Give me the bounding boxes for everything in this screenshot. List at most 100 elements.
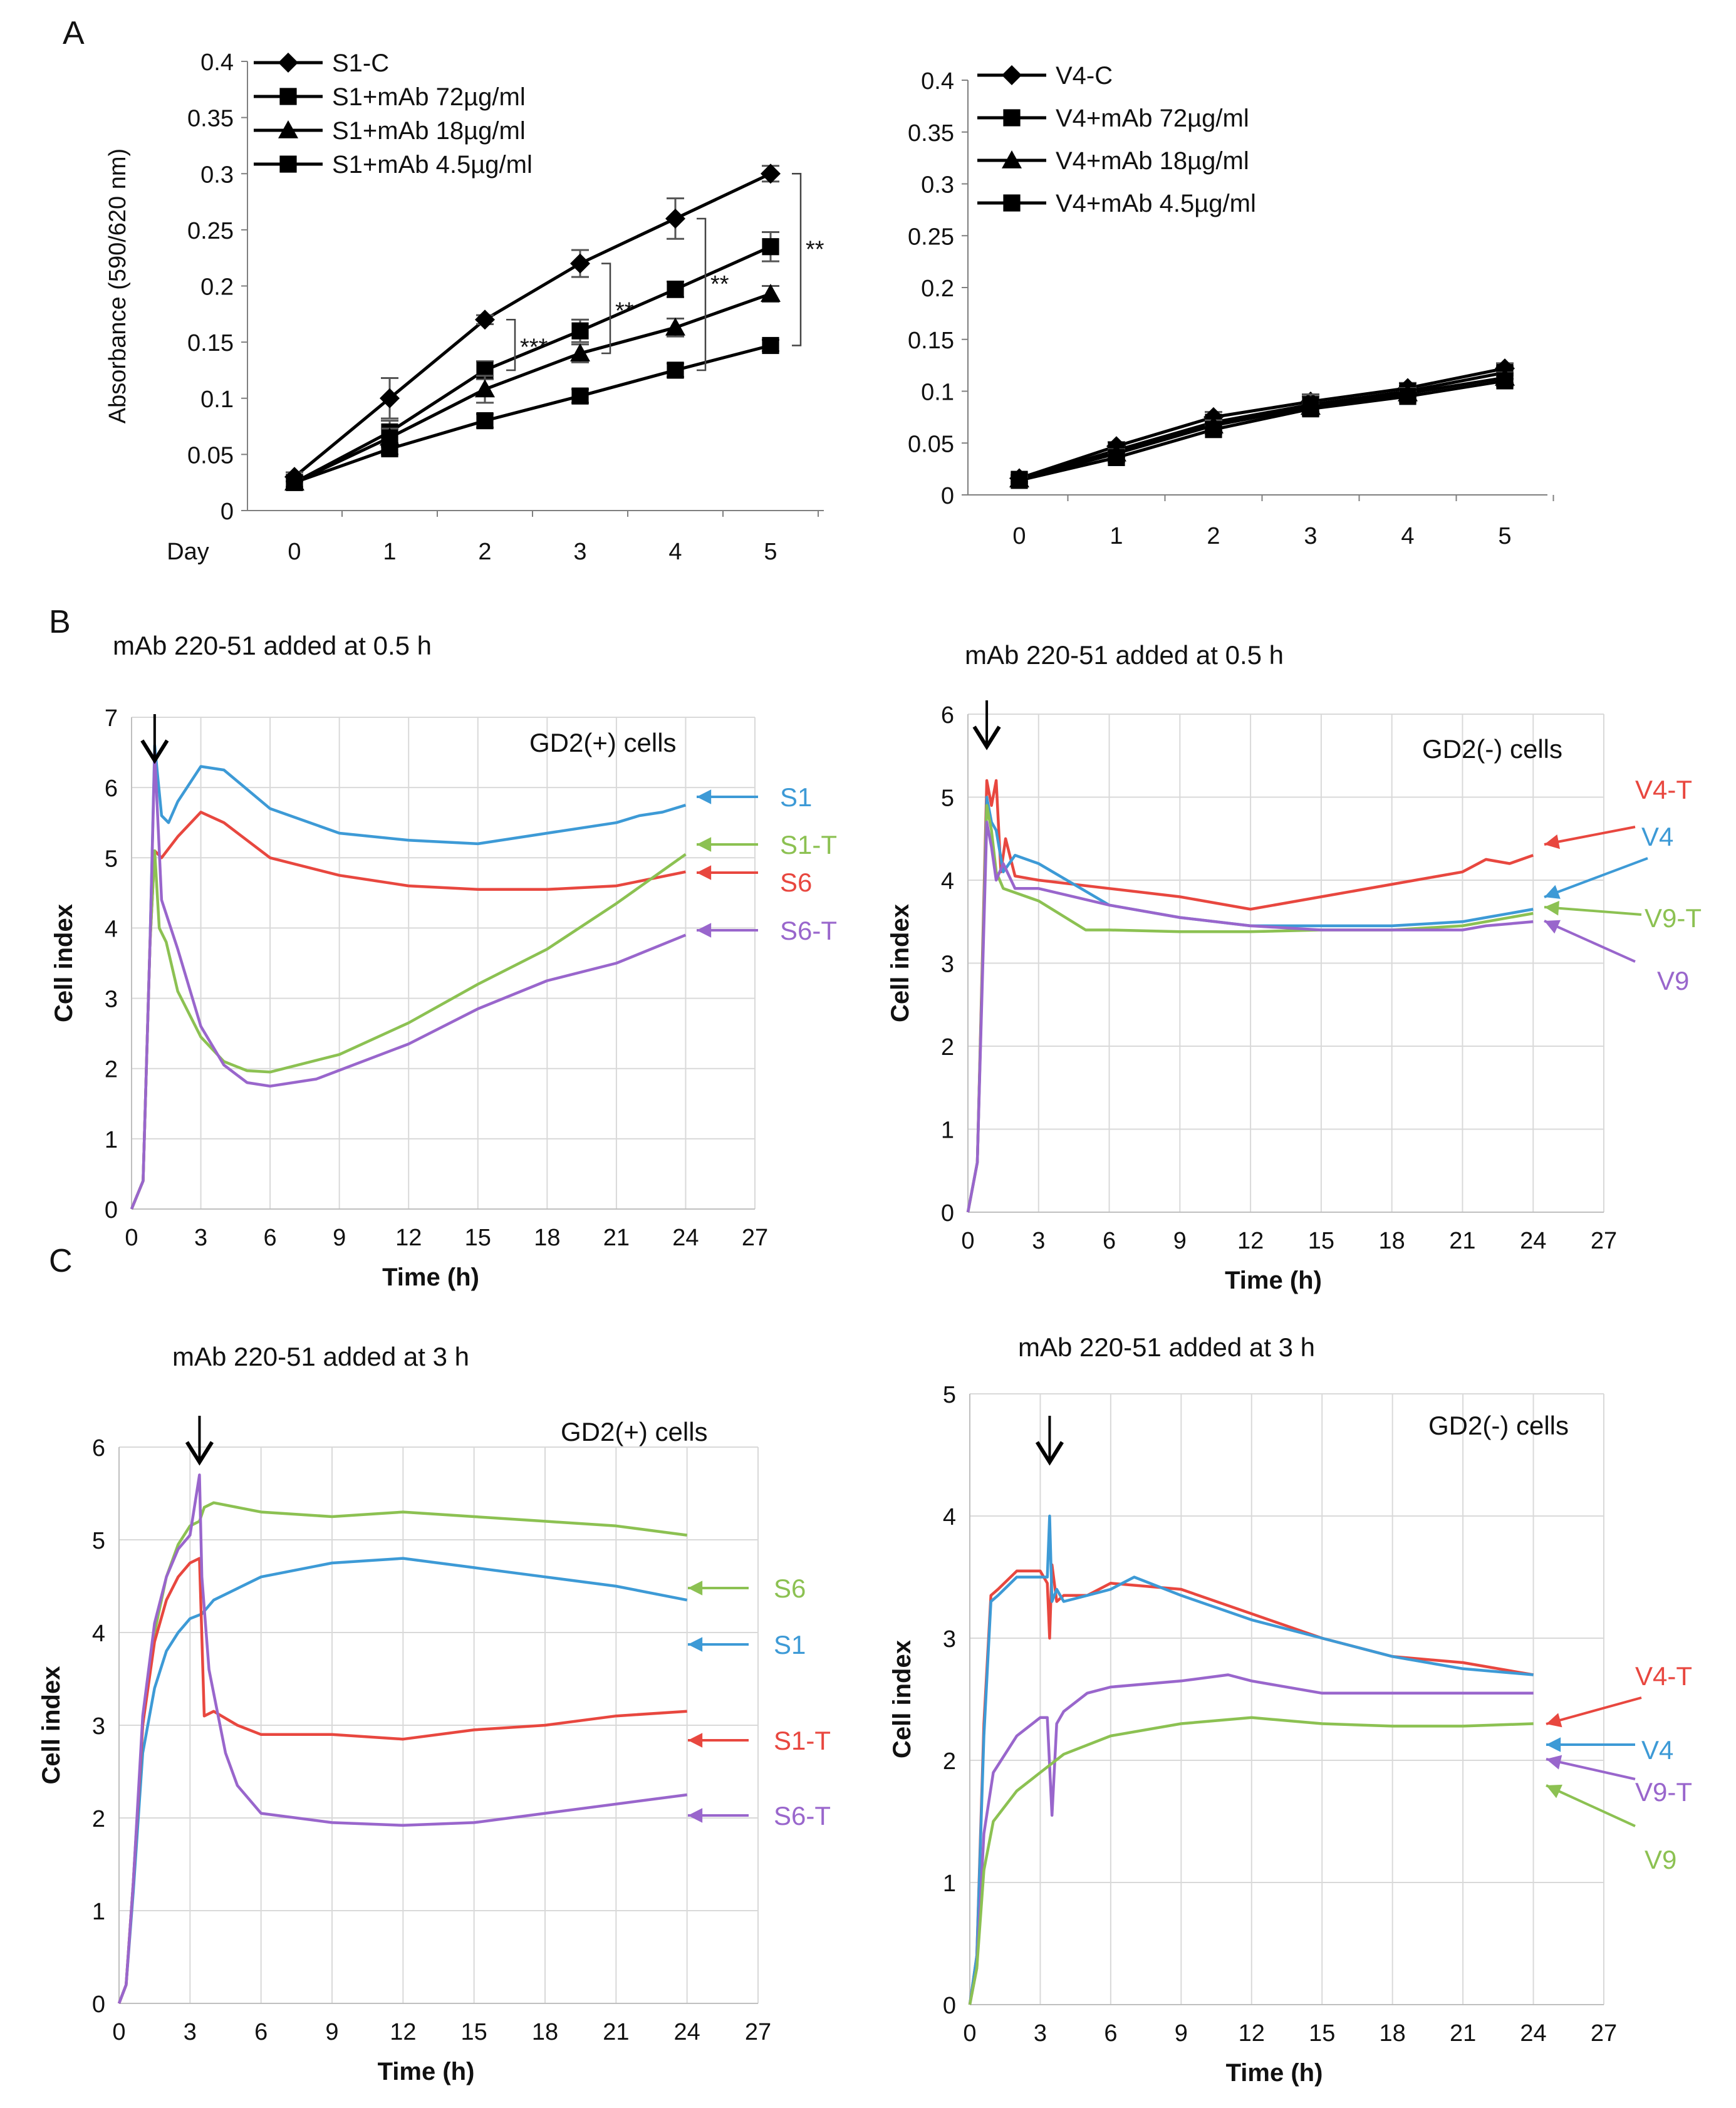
- x-tick-label: 3: [573, 539, 586, 565]
- y-tick-label: 1: [941, 1118, 954, 1144]
- end-label-arrowhead: [1544, 901, 1560, 916]
- data-point-1: [571, 322, 589, 340]
- end-label-arrowhead: [1544, 885, 1561, 899]
- end-label-arrow: [1546, 1758, 1636, 1780]
- x-tick-label: 6: [254, 2019, 268, 2045]
- data-point-3: [1205, 421, 1222, 439]
- x-axis-title: Time (h): [378, 2058, 475, 2085]
- grid-layer: [119, 714, 1604, 2005]
- data-point-0: [570, 253, 590, 274]
- y-tick-label: 0: [92, 1991, 105, 2018]
- series-line-v4: [968, 1514, 1534, 2005]
- addition-arrow-head: [972, 725, 1001, 750]
- y-tick-label: 6: [92, 1435, 105, 1462]
- y-tick-label: 5: [941, 786, 954, 812]
- x-tick-label: 18: [1379, 1228, 1405, 1254]
- data-point-3: [1496, 372, 1514, 390]
- x-tick-label: 4: [668, 539, 682, 565]
- end-label-arrowhead: [1544, 834, 1560, 849]
- x-tick-label: 24: [1520, 2020, 1546, 2047]
- x-tick-label: 9: [1175, 2020, 1188, 2047]
- chart-subtitle: GD2(-) cells: [1428, 1411, 1569, 1440]
- data-point-1: [762, 238, 779, 256]
- x-tick-label: 27: [1591, 1228, 1617, 1254]
- y-tick-label: 5: [943, 1382, 956, 1408]
- x-tick-label: 5: [1498, 523, 1511, 549]
- significance-label: ***: [520, 335, 548, 361]
- end-label-arrowhead: [688, 1808, 703, 1823]
- significance-bracket: [601, 262, 611, 355]
- y-tick-label: 0.3: [921, 172, 954, 199]
- end-label: V9: [1645, 1845, 1676, 1874]
- chart-title: mAb 220-51 added at 0.5 h: [113, 631, 432, 660]
- significance-bracket: [506, 319, 516, 371]
- x-tick-label: 15: [1308, 1228, 1334, 1254]
- data-point-3: [1399, 388, 1416, 405]
- series-line-v9-t: [968, 1673, 1534, 2005]
- series-line-v9: [968, 1716, 1534, 2005]
- y-axis-title: Cell index: [888, 1640, 916, 1758]
- data-point-1: [667, 281, 684, 298]
- end-label-arrow: [1546, 1696, 1642, 1725]
- x-tick-label: 21: [603, 2019, 629, 2045]
- end-label: V4: [1641, 822, 1673, 851]
- end-label: S1-T: [780, 830, 837, 859]
- x-tick-label: 0: [961, 1228, 974, 1254]
- x-tick-label: 24: [674, 2019, 700, 2045]
- y-tick-label: 0.1: [921, 380, 954, 406]
- data-point-3: [667, 361, 684, 379]
- x-tick-label: 4: [1401, 523, 1414, 549]
- x-tick-label: 1: [1110, 523, 1123, 549]
- x-tick-label: 18: [1380, 2020, 1406, 2047]
- series-line-v4: [966, 796, 1534, 1213]
- x-tick-label: 5: [764, 539, 777, 565]
- x-tick-label: 3: [184, 2019, 197, 2045]
- y-tick-label: 3: [943, 1626, 956, 1653]
- y-tick-label: 0.15: [187, 330, 234, 356]
- y-tick-label: 4: [105, 916, 118, 942]
- series-line-2: [293, 292, 771, 484]
- end-label-arrowhead: [1546, 1737, 1561, 1752]
- addition-arrow-head: [1035, 1441, 1064, 1466]
- x-tick-label: 6: [264, 1225, 277, 1251]
- y-tick-label: 0: [943, 1993, 956, 2019]
- y-tick-label: 0.05: [187, 442, 234, 469]
- end-label-arrow: [1546, 1784, 1636, 1827]
- y-tick-label: 0: [941, 483, 954, 509]
- y-tick-label: 2: [105, 1057, 118, 1083]
- x-tick-label: 15: [461, 2019, 487, 2045]
- end-label-arrowhead: [1546, 1784, 1562, 1799]
- data-point-0: [665, 208, 685, 229]
- data-point-0: [380, 388, 400, 408]
- x-tick-label: 12: [395, 1225, 422, 1251]
- y-tick-label: 0.05: [908, 431, 954, 457]
- y-tick-label: 0.4: [200, 49, 234, 76]
- x-tick-label: 0: [125, 1225, 138, 1251]
- x-tick-label: 21: [603, 1225, 630, 1251]
- y-tick-label: 0.35: [908, 120, 954, 147]
- y-tick-label: 1: [105, 1127, 118, 1153]
- chart-subtitle: GD2(+) cells: [561, 1417, 708, 1446]
- panel-label-a: A: [63, 15, 85, 51]
- y-tick-label: 0.2: [921, 276, 954, 302]
- end-label-arrowhead: [697, 923, 712, 938]
- y-tick-label: 5: [105, 846, 118, 872]
- series-line-2: [1019, 376, 1505, 481]
- end-label: S6: [774, 1574, 806, 1603]
- end-label: S6-T: [774, 1801, 831, 1830]
- axes-layer: [118, 61, 1604, 2005]
- x-tick-label: 2: [1207, 523, 1220, 549]
- series-line-s6-t: [117, 1473, 687, 2004]
- y-tick-label: 0.2: [200, 274, 234, 301]
- x-tick-label: 3: [1304, 523, 1317, 549]
- legend-label: S1+mAb 72µg/ml: [332, 83, 526, 111]
- end-label-arrowhead: [1544, 920, 1561, 934]
- y-axis-title: Cell index: [38, 1666, 65, 1785]
- data-point-3: [476, 412, 494, 430]
- end-label-arrowhead: [688, 1637, 703, 1652]
- end-label: V9: [1657, 966, 1689, 995]
- y-tick-label: 2: [92, 1806, 105, 1832]
- x-tick-label: 9: [1173, 1228, 1187, 1254]
- significance-bracket: [792, 173, 802, 346]
- x-tick-label: 0: [1012, 523, 1026, 549]
